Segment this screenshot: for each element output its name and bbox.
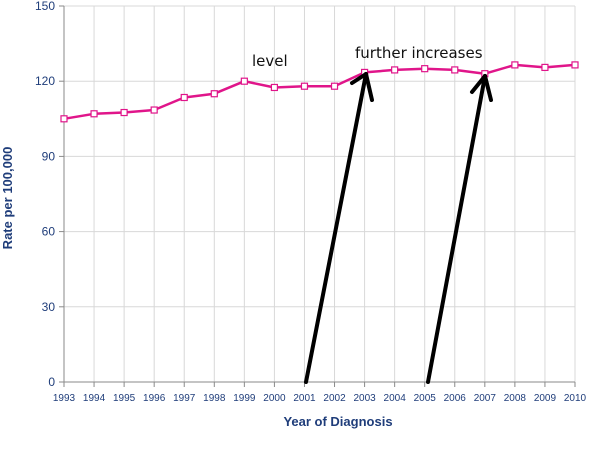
y-tick-label: 30 [42,300,56,314]
series-line-group [60,61,579,123]
series-line [63,63,576,121]
data-point [210,90,218,98]
x-tick-label: 1995 [113,393,136,404]
x-tick-label: 2010 [564,393,587,404]
data-point [150,106,158,114]
x-tick-label: 2000 [263,393,286,404]
data-point [451,66,459,74]
x-tick-label: 2004 [384,393,407,404]
x-tick-label: 1999 [233,393,256,404]
y-axis-ticks: 0 30 60 90 120 150 [35,0,64,389]
y-tick-label: 60 [42,225,56,239]
gridlines [64,5,576,382]
data-point [90,110,98,118]
arrow-2 [426,74,493,384]
arrow-1-shaft [304,72,368,384]
arrow-1-head-right [364,72,374,102]
data-point [180,93,188,102]
x-tick-label: 1996 [143,393,166,404]
annotations: level further increases [252,44,493,384]
data-point [300,82,309,90]
x-tick-label: 1998 [203,393,226,404]
x-axis-title: Year of Diagnosis [283,414,392,429]
arrow-2-head-right [483,74,493,102]
x-tick-label: 2009 [534,393,557,404]
y-tick-label: 0 [48,375,55,389]
data-point [120,108,128,117]
x-tick-label: 2001 [293,393,316,404]
data-point [60,115,68,123]
x-tick-label: 1994 [83,393,106,404]
y-tick-label: 90 [42,149,56,163]
data-point [240,77,248,85]
x-tick-label: 2008 [504,393,527,404]
annotation-further-increases: further increases [355,44,483,62]
arrow-2-head-left [470,74,487,94]
data-point [330,82,339,90]
x-tick-label: 2007 [474,393,497,404]
data-point [511,61,519,69]
arrow-1 [304,72,374,384]
arrow-2-shaft [426,74,487,384]
annotation-level: level [252,52,288,70]
arrow-1-head-left [350,72,368,85]
y-axis-title: Rate per 100,000 [0,147,15,250]
x-tick-label: 1997 [173,393,196,404]
x-tick-label: 2005 [414,393,437,404]
data-point [421,65,429,73]
x-tick-label: 1993 [53,393,76,404]
x-tick-label: 2003 [353,393,376,404]
x-tick-label: 2006 [444,393,467,404]
data-point [571,61,579,69]
y-tick-label: 150 [35,0,55,13]
x-axis-ticks: 1993 1994 1995 1996 1997 1998 1999 2000 2001 2002… [53,382,587,404]
data-point [541,63,549,72]
data-point [270,83,279,92]
x-tick-label: 2002 [323,393,346,404]
y-tick-label: 120 [35,74,55,88]
data-point [391,66,399,74]
